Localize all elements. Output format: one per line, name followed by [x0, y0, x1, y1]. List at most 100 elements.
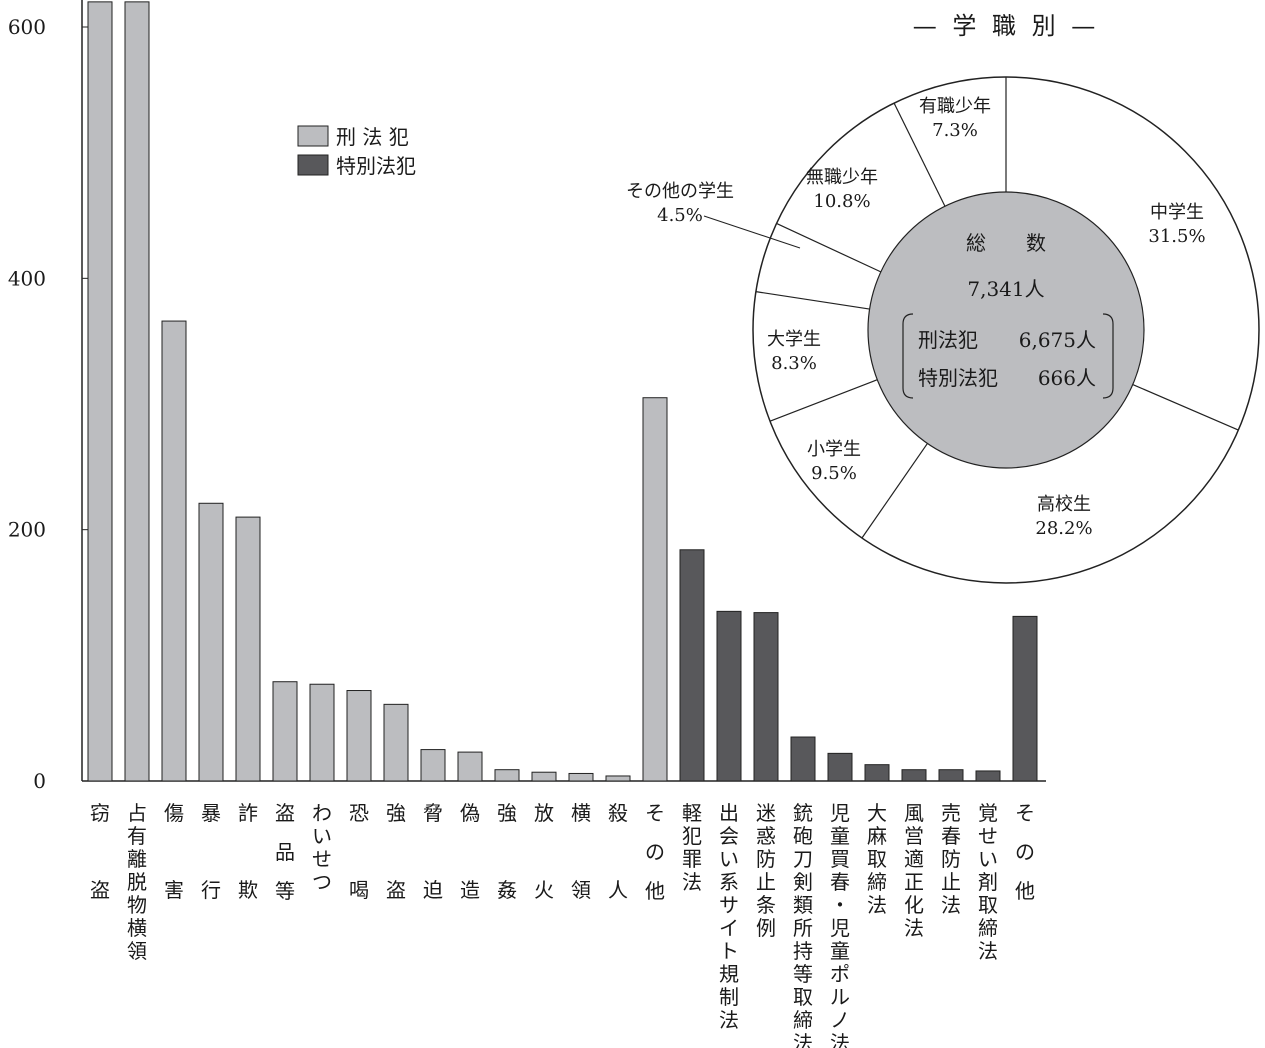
category-label-char: 領	[571, 878, 591, 902]
pie-center-disc	[867, 191, 1145, 469]
pie-center-bracket-left	[902, 313, 914, 399]
category-label-char: 出	[719, 801, 739, 825]
bar	[679, 549, 705, 782]
category-label-char: 取	[793, 985, 813, 1009]
category-label-char: 法	[941, 893, 961, 917]
category-label-char: 取	[978, 893, 998, 917]
bar	[383, 703, 409, 782]
category-label-char: 童	[830, 824, 850, 848]
category-label-char: 盗	[386, 878, 406, 902]
category-label-char: 等	[793, 962, 813, 986]
category-label-char: 火	[534, 878, 554, 902]
category-label-char: 制	[719, 985, 739, 1009]
category-label-char: 脱	[127, 870, 147, 894]
category-label-char: 物	[127, 893, 147, 917]
category-label-char: 取	[867, 847, 887, 871]
bar	[309, 683, 335, 782]
category-label-char: 売	[941, 801, 961, 825]
y-tick-label: 600	[8, 15, 46, 39]
category-label: 強姦	[497, 801, 517, 902]
category-label-char: 惑	[756, 824, 776, 848]
category-label-char: 殺	[608, 801, 628, 825]
category-label-char: 正	[904, 870, 924, 894]
category-label-char: 喝	[349, 878, 369, 902]
bar	[605, 775, 631, 782]
category-label-char: 止	[941, 870, 961, 894]
category-label-char: 系	[719, 870, 739, 894]
category-label-char: 横	[127, 916, 147, 940]
category-label: その他	[645, 801, 665, 903]
category-label-char: ル	[830, 985, 850, 1009]
bar	[568, 772, 594, 782]
legend: 刑 法 犯 特別法犯	[297, 125, 416, 178]
category-label-char: 条	[756, 893, 776, 917]
category-label-char: 所	[793, 916, 813, 940]
bar	[975, 770, 1001, 782]
pie-center-value-2: 666人	[1038, 366, 1096, 390]
category-label: 偽造	[460, 801, 480, 902]
category-label-char: せ	[978, 824, 998, 848]
category-label-char: 児	[830, 801, 850, 825]
category-label-char: 例	[756, 916, 776, 940]
category-label-char: 覚	[978, 801, 998, 825]
category-label-char: い	[978, 847, 998, 871]
category-label-char: 強	[497, 801, 517, 825]
category-label-char: 類	[793, 893, 813, 917]
legend-label-criminal-code: 刑 法 犯	[336, 125, 409, 149]
category-label-char: 脅	[423, 801, 443, 825]
pie-center-total: 7,341人	[967, 277, 1044, 301]
category-label-char: 剤	[978, 870, 998, 894]
pie-chart: — 学 職 別 — 中学生 31.5% 高校生 28.2% 小学生 9.5% 大学生 8.3%…	[626, 12, 1260, 584]
pie-slice-label: その他の学生	[626, 181, 734, 202]
pie-slice-labels: 中学生 31.5% 高校生 28.2% 小学生 9.5% 大学生 8.3% その他の学生 4.5%…	[626, 96, 1206, 539]
category-label: 暴行	[201, 801, 221, 902]
category-label-char: ト	[719, 939, 739, 963]
category-label-char: 締	[867, 870, 887, 894]
pie-slice-label: 有職少年	[919, 96, 991, 117]
category-label-char: 法	[793, 1031, 813, 1048]
category-label: 放火	[534, 801, 554, 902]
category-label-char: 犯	[682, 824, 702, 848]
bar	[457, 751, 483, 782]
category-label-char: イ	[719, 916, 739, 940]
category-label: 傷害	[164, 801, 184, 902]
category-label-char: 防	[941, 847, 961, 871]
category-label-char: の	[1015, 840, 1035, 864]
pie-slice-percent: 4.5%	[657, 205, 703, 226]
pie-slice-boundaries	[755, 77, 1239, 539]
category-label-char: 規	[719, 962, 739, 986]
bars	[87, 1, 1038, 782]
category-label-char: 恐	[349, 801, 369, 825]
pie-center-label-1: 刑法犯	[918, 328, 978, 352]
bar	[420, 749, 446, 782]
category-label-char: 有	[127, 824, 147, 848]
pie-center-value-1: 6,675人	[1019, 328, 1096, 352]
category-label: 横領	[571, 801, 591, 902]
legend-swatch-criminal-code	[297, 125, 329, 147]
pie-slice-boundary	[893, 102, 946, 207]
category-label-char: 迷	[756, 801, 776, 825]
pie-slice-boundary	[776, 222, 882, 273]
bar	[272, 681, 298, 782]
bar	[124, 1, 150, 782]
bar	[864, 764, 890, 782]
category-label: 強盗	[386, 801, 406, 902]
category-label-char: 法	[682, 870, 702, 894]
bar	[494, 769, 520, 782]
category-label: 殺人	[608, 801, 628, 902]
category-label-char: 占	[127, 801, 147, 825]
category-label-char: 盗	[275, 801, 295, 825]
category-label: 脅迫	[423, 801, 443, 902]
category-label-char: 等	[275, 879, 295, 903]
category-label-char: い	[719, 847, 739, 871]
bar	[827, 752, 853, 782]
category-label-char: 風	[904, 801, 924, 825]
pie-slice-label: 無職少年	[806, 167, 878, 188]
category-label-char: 銃	[793, 801, 813, 825]
pie-title: — 学 職 別 —	[913, 12, 1100, 40]
category-label-char: 適	[904, 847, 924, 871]
